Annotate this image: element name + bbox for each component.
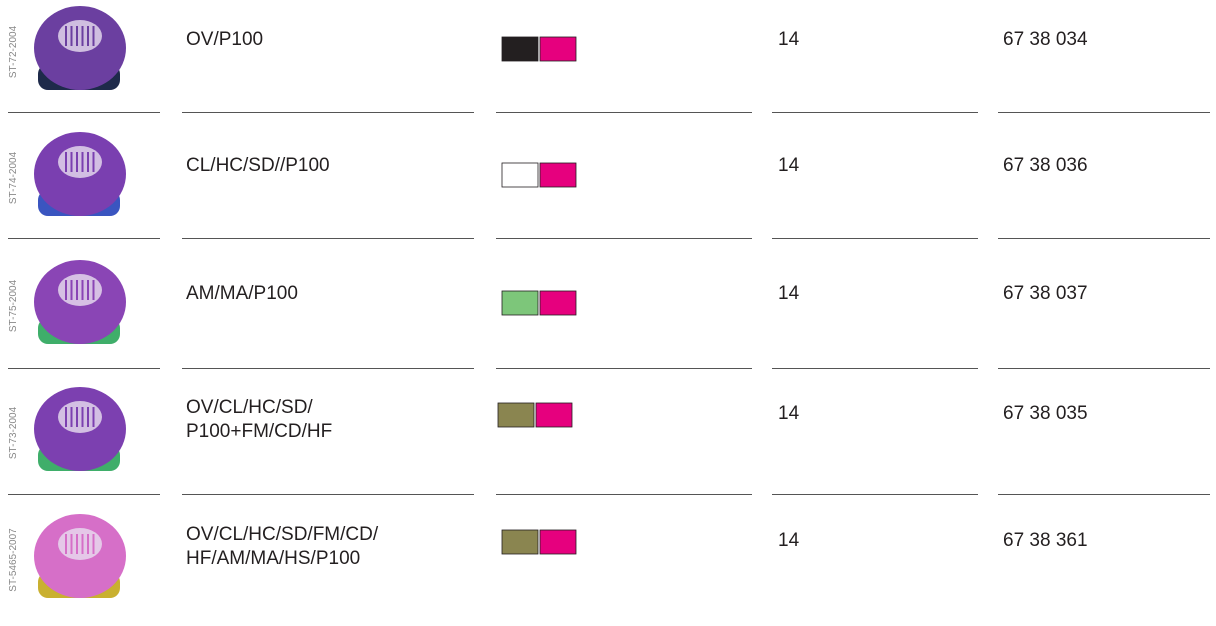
color-swatch: [498, 403, 534, 427]
color-swatch: [540, 530, 576, 554]
filter-type: AM/MA/P100: [186, 283, 298, 304]
page: ST-72-2004 OV/P100 14 67 38 034 ST-74-2004 CL…: [0, 0, 1216, 626]
table-row: ST-75-2004 AM/MA/P100 14 67 38 037: [8, 260, 1210, 369]
cartridge-grille: [58, 146, 102, 178]
quantity: 14: [778, 29, 800, 50]
table-row: ST-5465-2007 OV/CL/HC/SD/FM/CD/HF/AM/MA/H…: [8, 514, 1088, 598]
article-number: 67 38 036: [1003, 155, 1088, 176]
cartridge-grille: [58, 20, 102, 52]
quantity: 14: [778, 283, 800, 304]
article-number: 67 38 361: [1003, 530, 1088, 551]
color-swatch: [502, 530, 538, 554]
filter-type: HF/AM/MA/HS/P100: [186, 548, 360, 569]
image-code: ST-5465-2007: [8, 528, 19, 592]
quantity: 14: [778, 403, 800, 424]
table-row: ST-72-2004 OV/P100 14 67 38 034: [8, 6, 1210, 113]
quantity: 14: [778, 530, 800, 551]
cartridge-image: [34, 132, 126, 216]
quantity: 14: [778, 155, 800, 176]
filter-type: CL/HC/SD//P100: [186, 155, 330, 176]
table-row: ST-74-2004 CL/HC/SD//P100 14 67 38 036: [8, 132, 1210, 239]
article-number: 67 38 034: [1003, 29, 1088, 50]
color-swatch: [502, 37, 538, 61]
article-number: 67 38 037: [1003, 283, 1088, 304]
color-swatch: [540, 291, 576, 315]
cartridge-image: [34, 6, 126, 90]
image-code: ST-74-2004: [8, 151, 19, 204]
cartridge-grille: [58, 528, 102, 560]
filter-type: OV/CL/HC/SD/FM/CD/: [186, 524, 379, 545]
article-number: 67 38 035: [1003, 403, 1088, 424]
table-row: ST-73-2004 OV/CL/HC/SD/P100+FM/CD/HF 14 67 …: [8, 387, 1210, 495]
image-code: ST-73-2004: [8, 406, 19, 459]
cartridge-image: [34, 387, 126, 471]
filter-type: P100+FM/CD/HF: [186, 421, 332, 442]
cartridge-image: [34, 514, 126, 598]
color-swatch: [502, 291, 538, 315]
cartridge-grille: [58, 274, 102, 306]
color-swatch: [502, 163, 538, 187]
color-swatch: [540, 37, 576, 61]
color-swatch: [536, 403, 572, 427]
filter-type: OV/P100: [186, 29, 263, 50]
image-code: ST-75-2004: [8, 279, 19, 332]
filter-type: OV/CL/HC/SD/: [186, 397, 313, 418]
color-swatch: [540, 163, 576, 187]
cartridge-image: [34, 260, 126, 344]
cartridge-grille: [58, 401, 102, 433]
image-code: ST-72-2004: [8, 25, 19, 78]
